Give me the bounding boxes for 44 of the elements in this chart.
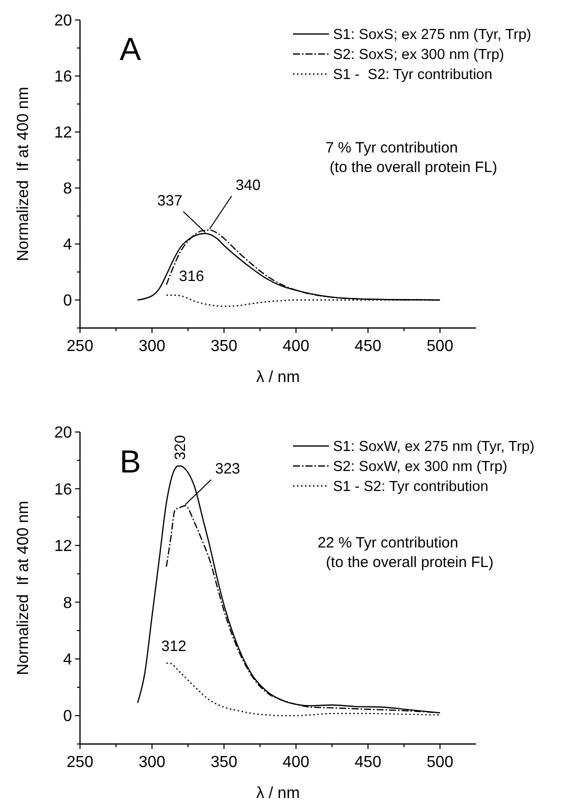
- annotation: 316: [179, 268, 204, 286]
- x-tick-label: 500: [426, 754, 454, 771]
- x-tick-label: 250: [66, 338, 94, 355]
- y-tick-label: 12: [54, 124, 72, 142]
- y-tick-label: 4: [63, 652, 72, 669]
- annotation: 7 % Tyr contribution (to the overall protein FL): [326, 139, 498, 176]
- annotation: 323: [215, 460, 240, 478]
- x-tick-label: 400: [282, 754, 310, 771]
- x-tick-label: 450: [354, 754, 382, 771]
- annotation: B: [120, 444, 141, 480]
- legend-label: S2: SoxW, ex 300 nm (Trp): [333, 459, 508, 476]
- y-axis-title: Normalized If at 400 nm: [15, 86, 32, 262]
- legend-label: S1: SoxS; ex 275 nm (Tyr, Trp): [333, 27, 532, 44]
- x-tick-label: 450: [354, 338, 382, 355]
- legend-label: S1 - S2: Tyr contribution: [333, 67, 492, 84]
- x-tick-label: 250: [66, 754, 94, 771]
- y-tick-label: 0: [63, 292, 72, 310]
- annotation: A: [120, 31, 142, 68]
- y-tick-label: 8: [63, 594, 72, 612]
- annotation: 340: [236, 177, 261, 194]
- x-tick-label: 300: [138, 754, 166, 771]
- x-tick-label: 400: [282, 338, 310, 355]
- annotation: 320: [172, 435, 189, 460]
- y-tick-label: 20: [54, 12, 72, 30]
- x-tick-label: 350: [210, 338, 238, 355]
- y-tick-label: 8: [63, 180, 72, 198]
- y-tick-label: 12: [54, 538, 72, 556]
- annotation: 312: [161, 638, 186, 656]
- x-axis-title: λ / nm: [256, 369, 300, 386]
- y-tick-label: 20: [54, 424, 72, 442]
- legend-label: S2: SoxS; ex 300 nm (Trp): [333, 47, 504, 64]
- x-tick-label: 300: [138, 338, 166, 355]
- x-tick-label: 350: [210, 754, 238, 771]
- y-tick-label: 0: [63, 708, 72, 726]
- y-tick-label: 16: [54, 68, 72, 86]
- legend-label: S1 - S2: Tyr contribution: [333, 479, 488, 496]
- y-tick-label: 16: [54, 481, 72, 498]
- legend-label: S1: SoxW, ex 275 nm (Tyr, Trp): [333, 439, 534, 456]
- x-axis-title: λ / nm: [256, 785, 300, 802]
- y-axis-title: Normalized If at 400 nm: [15, 500, 32, 676]
- x-tick-label: 500: [426, 338, 454, 355]
- annotation: 22 % Tyr contribution (to the overall protein FL): [318, 534, 494, 571]
- annotation: 337: [157, 192, 182, 210]
- y-tick-label: 4: [63, 236, 72, 254]
